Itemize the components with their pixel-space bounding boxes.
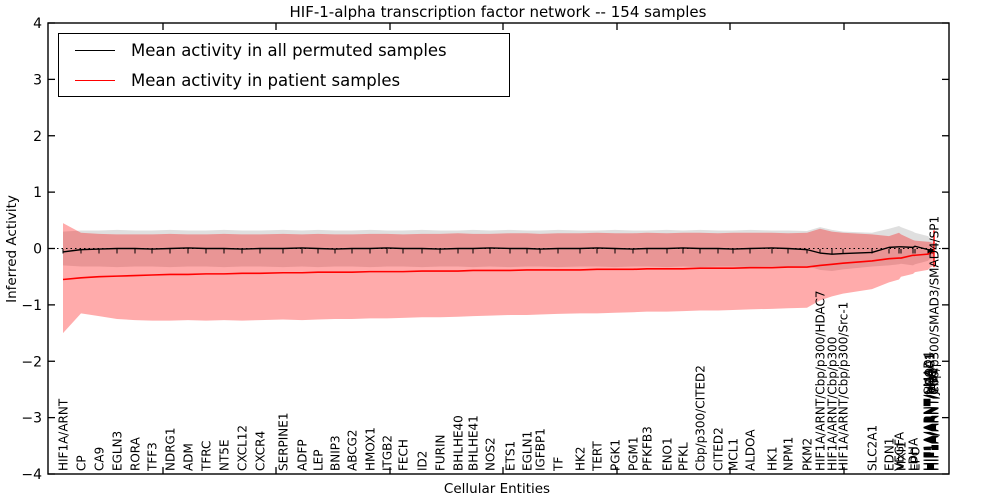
legend: Mean activity in all permuted samples Mea… (58, 33, 510, 97)
entity-label: HIF1A/ARNT/HDAC1 (924, 353, 938, 471)
y-tick-label: −3 (21, 411, 42, 427)
entity-label: Cbp/p300/CITED2 (694, 365, 708, 471)
entity-label: ADFP (296, 439, 310, 471)
entity-label: MCL1 (727, 438, 741, 471)
entity-label: NT5E (218, 439, 232, 471)
entity-label: HIF1A/ARNT/Cbp/p300/Src-1 (837, 302, 851, 471)
entity-label: HK1 (766, 446, 780, 471)
entity-label: ENO1 (661, 437, 675, 471)
y-tick-label: −4 (21, 467, 42, 483)
legend-item-label: Mean activity in all permuted samples (131, 40, 447, 60)
entity-label: HIF1A/ARNT/Ets1 (926, 369, 940, 471)
chart-title: HIF-1-alpha transcription factor network… (289, 3, 707, 21)
entity-label: EDN1 (883, 438, 897, 471)
patient-mean-line (62, 250, 935, 281)
legend-item-label: Mean activity in patient samples (131, 70, 401, 90)
entity-label: CXCL12 (236, 425, 250, 471)
entity-label: BNIP3 (329, 435, 343, 471)
y-tick-label: 3 (33, 72, 42, 88)
entity-label: BHLHE40 (452, 415, 466, 471)
y-tick-label: −1 (21, 298, 42, 314)
entity-label: HIF1A/ARNT/NCOA1 (923, 352, 937, 471)
entity-label: HIF1A/ARNT (57, 398, 71, 471)
entity-label: VEGFA (893, 431, 907, 471)
entity-label: HIF1A/ARNT/JAB1 (927, 367, 941, 471)
entity-label: NOS2 (484, 437, 498, 471)
entity-label: HIF1A/ARNT/VHL (925, 371, 939, 471)
entity-label: ABCG2 (346, 429, 360, 471)
entity-label: TERT (591, 441, 605, 472)
y-tick-label: 4 (33, 16, 42, 32)
entity-label: PGK1 (609, 439, 623, 471)
entity-label: HK2 (574, 446, 588, 471)
y-tick-label: −2 (21, 354, 42, 370)
legend-item-1: Mean activity in patient samples (59, 65, 509, 95)
entity-label: ADM (182, 443, 196, 471)
permuted-mean-line (62, 245, 935, 255)
entity-label: TF (552, 457, 566, 472)
entity-label: PFKL (677, 442, 691, 471)
entity-label: HIF1A/ARNT/Cbp/p300/SMAD3/SMAD4/SP1 (928, 216, 942, 471)
entity-label: BHLHE41 (467, 415, 481, 471)
legend-item-0: Mean activity in all permuted samples (59, 35, 509, 65)
entity-label: FECH (397, 439, 411, 471)
entity-label: EGLN3 (111, 431, 125, 471)
entity-label: RORA (129, 436, 143, 471)
legend-line-swatch (75, 49, 115, 51)
entity-label: NDRG1 (164, 428, 178, 472)
y-tick-label: 1 (33, 185, 42, 201)
entity-label: CXCR4 (254, 431, 268, 471)
legend-line-swatch (75, 79, 115, 81)
entity-label: TFRC (200, 441, 214, 472)
entity-label: PGM1 (627, 436, 641, 471)
entity-label: ID2 (416, 451, 430, 471)
entity-label: LEP (312, 449, 326, 471)
entity-label: SLC2A1 (866, 425, 880, 471)
y-axis-label: Inferred Activity (4, 195, 20, 303)
entity-label: ITGB2 (381, 435, 395, 471)
entity-label: HMOX1 (364, 427, 378, 471)
entity-label: PFKFB3 (641, 426, 655, 471)
entity-label: EPO (909, 447, 923, 471)
entity-label: ALDOA (744, 429, 758, 471)
entity-label: CITED2 (712, 427, 726, 471)
entity-label: TFF3 (146, 442, 160, 472)
entity-label: NPM1 (782, 437, 796, 471)
entity-label: CA9 (93, 447, 107, 471)
entity-label: FURIN (434, 434, 448, 471)
y-tick-label: 0 (33, 242, 42, 258)
entity-label: HIF1A/ARNT/Cbp/p300/HDAC7 (814, 290, 828, 471)
entity-label: HIF1A/ARNT/Cbp/p300 (826, 337, 840, 471)
entity-label: IGFBP1 (534, 428, 548, 471)
entity-label: MXI1 (895, 441, 909, 471)
entity-label: EGLN1 (521, 431, 535, 471)
entity-label: ETS1 (504, 441, 518, 471)
patient-confidence-band (63, 223, 934, 334)
entity-label: LDHA (907, 437, 921, 471)
x-axis-label: Cellular Entities (443, 481, 551, 497)
entity-label: PKM2 (801, 438, 815, 471)
entity-label: SERPINE1 (277, 412, 291, 471)
y-tick-label: 2 (33, 129, 42, 145)
entity-label: HIF1A/ARNT/SMAD4 (922, 352, 936, 471)
entity-label: CP (75, 455, 89, 471)
